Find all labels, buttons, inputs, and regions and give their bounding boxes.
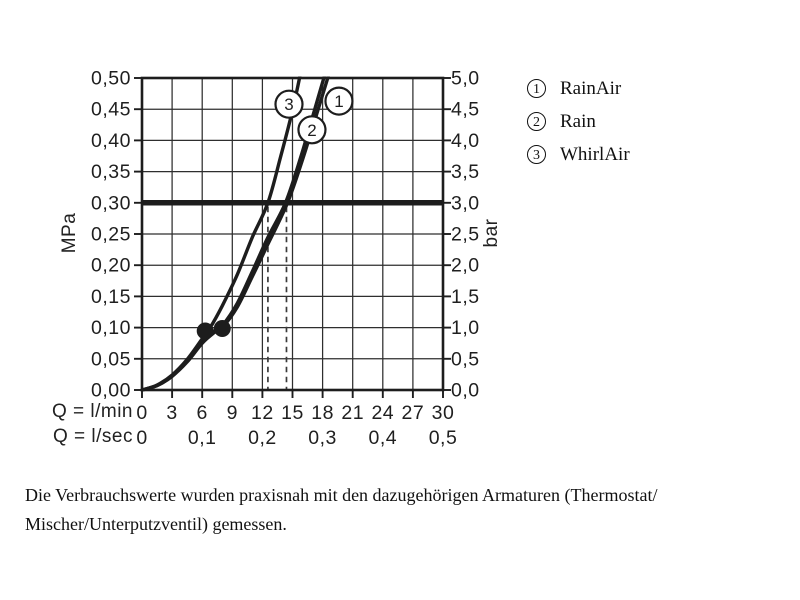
x-lsec-tick-label: 0,2 [248,427,277,449]
junction-marker-dot [213,320,231,338]
x-lmin-tick-label: 3 [166,402,177,424]
y-right-tick-label: 4,5 [451,99,480,121]
series-circle-1 [324,86,354,116]
x-axis-lmin-unit-label: Q = l/min [51,401,133,422]
y-right-tick-label: 3,5 [451,161,480,183]
x-lmin-tick-label: 15 [281,402,304,424]
y-right-tick-label: 4,0 [451,130,480,152]
y-left-tick-label: 0,30 [91,192,131,214]
legend-label-rainair: RainAir [560,77,622,99]
x-lmin-tick-label: 6 [197,402,208,424]
x-lsec-tick-label: 0,5 [429,427,458,449]
y-left-tick-label: 0,00 [91,380,131,402]
series-circle-number-1: 1 [334,92,343,111]
measurement-note-line1: Die Verbrauchswerte wurden praxisnah mit… [25,485,658,505]
y-left-tick-label: 0,10 [91,317,131,339]
measurement-note: Die Verbrauchswerte wurden praxisnah mit… [25,481,755,539]
curves [140,76,330,392]
x-lmin-tick-label: 30 [432,402,455,424]
chart-legend: 1 RainAir 2 Rain 3 WhirlAir [527,78,630,177]
y-right-tick-label: 1,0 [451,317,480,339]
y-left-tick-label: 0,05 [91,348,131,370]
series-annotations: 123 [274,86,354,145]
junction-markers [196,320,231,340]
curve-rain [140,76,327,392]
chart-canvas: 0,50 5,00,45 4,50,40 4,00,35 3,50,30 3,00,25 2… [91,68,480,450]
y-right-tick-label: 5,0 [451,68,480,90]
y-right-tick-label: 1,5 [451,286,480,308]
y-left-tick-label: 0,25 [91,224,131,246]
y-right-tick-label: 3,0 [451,192,480,214]
y-right-tick-label: 2,5 [451,224,480,246]
x-lmin-tick-label: 21 [341,402,364,424]
axis-ticks [134,77,451,398]
y-left-tick-label: 0,15 [91,286,131,308]
x-lmin-tick-label: 24 [371,402,394,424]
measurement-note-line2: Mischer/Unterputzventil) gemessen. [25,514,287,534]
grid [142,78,443,390]
curve-rainair [140,76,330,392]
x-lmin-tick-label: 9 [227,402,238,424]
curve-whirlair [140,76,302,392]
x-lmin-tick-label: 12 [251,402,274,424]
x-lsec-tick-label: 0,3 [308,427,337,449]
y-left-tick-label: 0,35 [91,161,131,183]
y-left-tick-label: 0,40 [91,130,131,152]
series-circle-number-3: 3 [284,95,293,114]
x-lsec-tick-label: 0 [136,427,147,449]
series-circle-number-2: 2 [307,121,316,140]
flow-pressure-chart: 0,50 5,0 0,45 4,5 0,40 4,0 0,35 3,5 0,30 3,0 0,25 2… [51,68,502,450]
x-lsec-tick-label: 0,4 [368,427,397,449]
series-circle-2 [297,115,327,145]
x-lmin-tick-label: 18 [311,402,334,424]
y-axis-left-unit-label: MPa [59,212,80,254]
junction-marker-dot [196,322,214,340]
tick-labels: 0,50 5,00,45 4,50,40 4,00,35 3,50,30 3,00,25 2… [91,68,480,450]
legend-label-whirlair: WhirlAir [560,143,630,165]
y-left-tick-label: 0,20 [91,255,131,277]
y-left-tick-label: 0,50 [91,68,131,90]
legend-item-whirlair: 3 WhirlAir [527,144,630,165]
y-right-tick-label: 0,0 [451,380,480,402]
x-lsec-tick-label: 0,1 [188,427,217,449]
x-lmin-tick-label: 27 [402,402,425,424]
legend-label-rain: Rain [560,110,596,132]
x-axis-lsec-unit-label: Q = l/sec [53,426,133,447]
y-left-tick-label: 0,45 [91,99,131,121]
legend-number-2-icon: 2 [527,112,546,131]
legend-item-rainair: 1 RainAir [527,78,630,99]
legend-number-3-icon: 3 [527,145,546,164]
x-lmin-tick-label: 0 [136,402,147,424]
y-right-tick-label: 0,5 [451,348,480,370]
legend-item-rain: 2 Rain [527,111,630,132]
y-right-tick-label: 2,0 [451,255,480,277]
legend-number-1-icon: 1 [527,79,546,98]
series-circle-3 [274,89,304,119]
y-axis-right-unit-label: bar [481,218,502,248]
